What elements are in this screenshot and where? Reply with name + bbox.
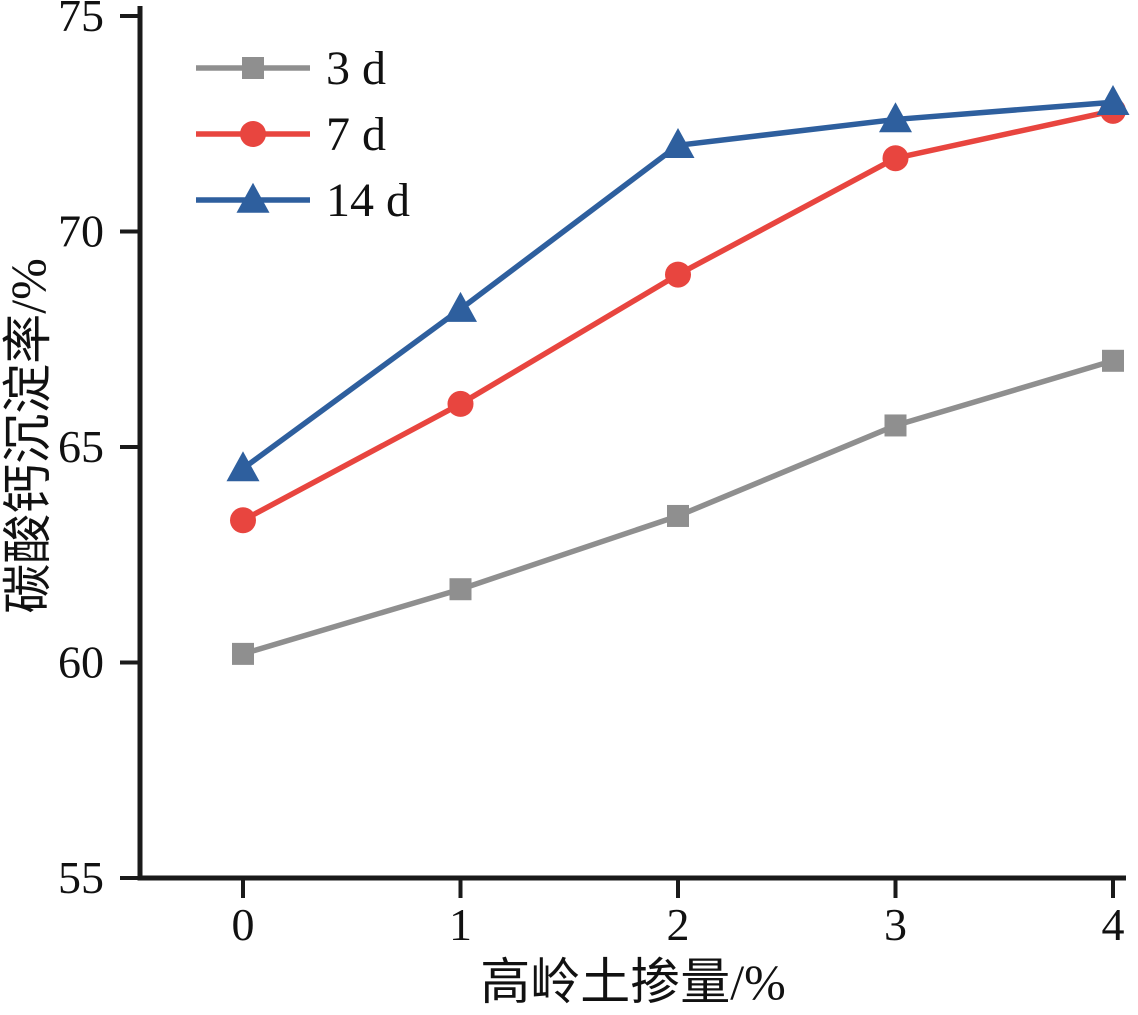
y-tick-label: 70 — [58, 206, 104, 257]
series-marker-2 — [226, 451, 260, 482]
legend-label-2: 14 d — [326, 174, 410, 227]
x-tick-label: 3 — [884, 899, 907, 950]
series-marker-2 — [661, 128, 695, 159]
series-marker-0 — [1102, 349, 1124, 372]
y-tick-label: 55 — [58, 852, 104, 903]
y-tick-label: 75 — [58, 0, 104, 41]
y-axis-label: 碳酸钙沉淀率/% — [0, 258, 56, 614]
series-marker-2 — [444, 291, 477, 322]
series-marker-0 — [449, 578, 472, 601]
legend-label-0: 3 d — [326, 42, 386, 95]
legend-marker-2 — [236, 182, 270, 213]
series-marker-1 — [665, 261, 691, 288]
x-tick-label: 2 — [667, 899, 690, 950]
y-tick-label: 65 — [58, 421, 104, 472]
series-marker-0 — [667, 504, 689, 527]
legend-marker-1 — [240, 121, 266, 147]
series-marker-2 — [1096, 84, 1130, 115]
series-line-1 — [240, 108, 1116, 524]
x-axis-label: 高岭土掺量/% — [480, 954, 786, 1010]
series-marker-1 — [447, 390, 474, 417]
series-marker-0 — [232, 642, 254, 665]
x-tick-label: 0 — [232, 899, 255, 950]
legend-label-1: 7 d — [326, 108, 386, 161]
series-marker-1 — [230, 507, 256, 534]
series-marker-2 — [879, 102, 912, 133]
legend-marker-0 — [242, 57, 264, 79]
y-tick-label: 60 — [58, 637, 104, 688]
series-marker-1 — [882, 145, 909, 172]
series-marker-0 — [884, 414, 907, 437]
x-tick-label: 1 — [449, 899, 472, 950]
x-tick-label: 4 — [1102, 899, 1125, 950]
